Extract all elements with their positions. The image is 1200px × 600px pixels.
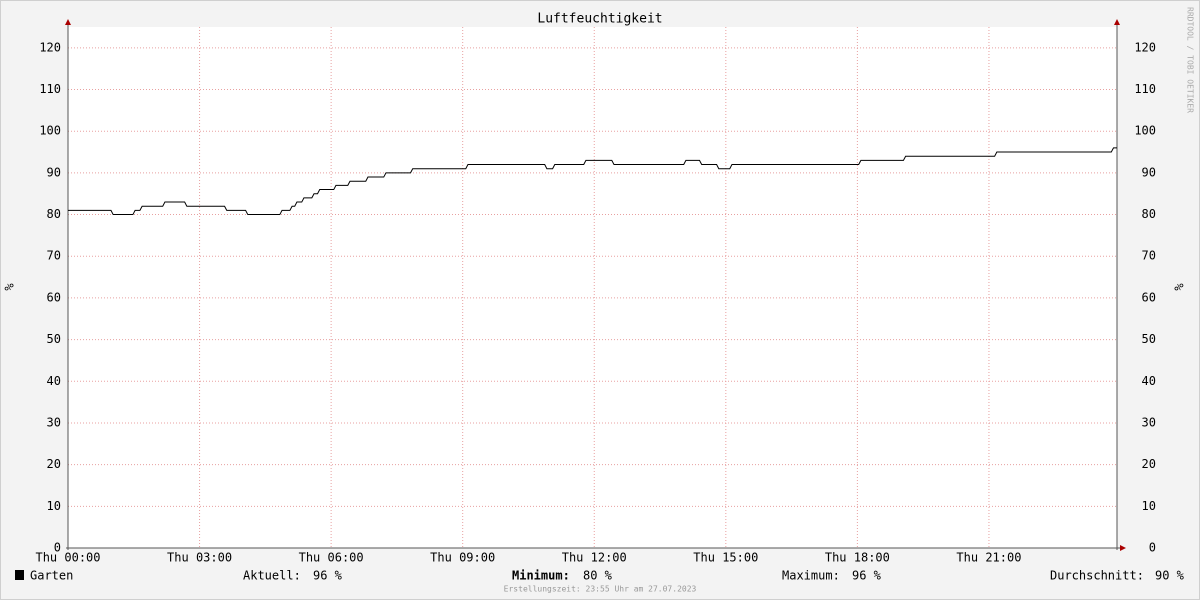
x-tick-label: Thu 18:00 bbox=[825, 551, 890, 565]
plot-area bbox=[68, 27, 1117, 548]
stat-label: Maximum: bbox=[782, 569, 840, 583]
y-axis-label: % bbox=[3, 283, 17, 291]
x-tick-label: Thu 06:00 bbox=[299, 551, 364, 565]
stat-label: Minimum: bbox=[512, 569, 570, 583]
axis-arrow bbox=[65, 19, 71, 25]
y-tick-label: 20 bbox=[47, 457, 61, 471]
x-tick-label: Thu 12:00 bbox=[562, 551, 627, 565]
y-tick-label: 100 bbox=[39, 124, 61, 138]
axis-arrow bbox=[1120, 545, 1126, 551]
legend-swatch bbox=[15, 570, 24, 580]
y-tick-label: 30 bbox=[47, 415, 61, 429]
y2-tick-label: 20 bbox=[1142, 457, 1156, 471]
y-tick-label: 70 bbox=[47, 249, 61, 263]
y-tick-label: 40 bbox=[47, 374, 61, 388]
y-tick-label: 80 bbox=[47, 207, 61, 221]
y2-tick-label: 120 bbox=[1134, 40, 1156, 54]
y-tick-label: 10 bbox=[47, 499, 61, 513]
stat-value: 90 % bbox=[1155, 569, 1185, 583]
y2-tick-label: 60 bbox=[1142, 290, 1156, 304]
stat-label: Aktuell: bbox=[243, 569, 301, 583]
x-tick-label: Thu 15:00 bbox=[693, 551, 758, 565]
x-tick-label: Thu 00:00 bbox=[35, 551, 100, 565]
y-tick-label: 120 bbox=[39, 40, 61, 54]
footer: Erstellungszeit: 23:55 Uhr am 27.07.2023 bbox=[504, 585, 697, 594]
y-tick-label: 0 bbox=[54, 541, 61, 555]
y2-tick-label: 70 bbox=[1142, 249, 1156, 263]
chart-title: Luftfeuchtigkeit bbox=[537, 12, 662, 27]
x-tick-label: Thu 09:00 bbox=[430, 551, 495, 565]
y-tick-label: 90 bbox=[47, 165, 61, 179]
x-tick-label: Thu 03:00 bbox=[167, 551, 232, 565]
watermark: RRDTOOL / TOBI OETIKER bbox=[1186, 7, 1195, 113]
y2-tick-label: 40 bbox=[1142, 374, 1156, 388]
y-tick-label: 60 bbox=[47, 290, 61, 304]
y2-tick-label: 0 bbox=[1149, 541, 1156, 555]
stat-value: 80 % bbox=[583, 569, 613, 583]
y2-tick-label: 90 bbox=[1142, 165, 1156, 179]
y-tick-label: 50 bbox=[47, 332, 61, 346]
legend-label: Garten bbox=[30, 569, 73, 583]
data-line bbox=[68, 147, 1117, 216]
stat-value: 96 % bbox=[852, 569, 882, 583]
stat-label: Durchschnitt: bbox=[1050, 569, 1144, 583]
y-tick-label: 110 bbox=[39, 82, 61, 96]
stat-value: 96 % bbox=[313, 569, 343, 583]
y2-tick-label: 100 bbox=[1134, 124, 1156, 138]
axis-arrow bbox=[1114, 19, 1120, 25]
y2-tick-label: 80 bbox=[1142, 207, 1156, 221]
y2-axis-label: % bbox=[1172, 283, 1186, 291]
x-tick-label: Thu 21:00 bbox=[956, 551, 1021, 565]
y2-tick-label: 30 bbox=[1142, 415, 1156, 429]
y2-tick-label: 50 bbox=[1142, 332, 1156, 346]
y2-tick-label: 110 bbox=[1134, 82, 1156, 96]
y2-tick-label: 10 bbox=[1142, 499, 1156, 513]
